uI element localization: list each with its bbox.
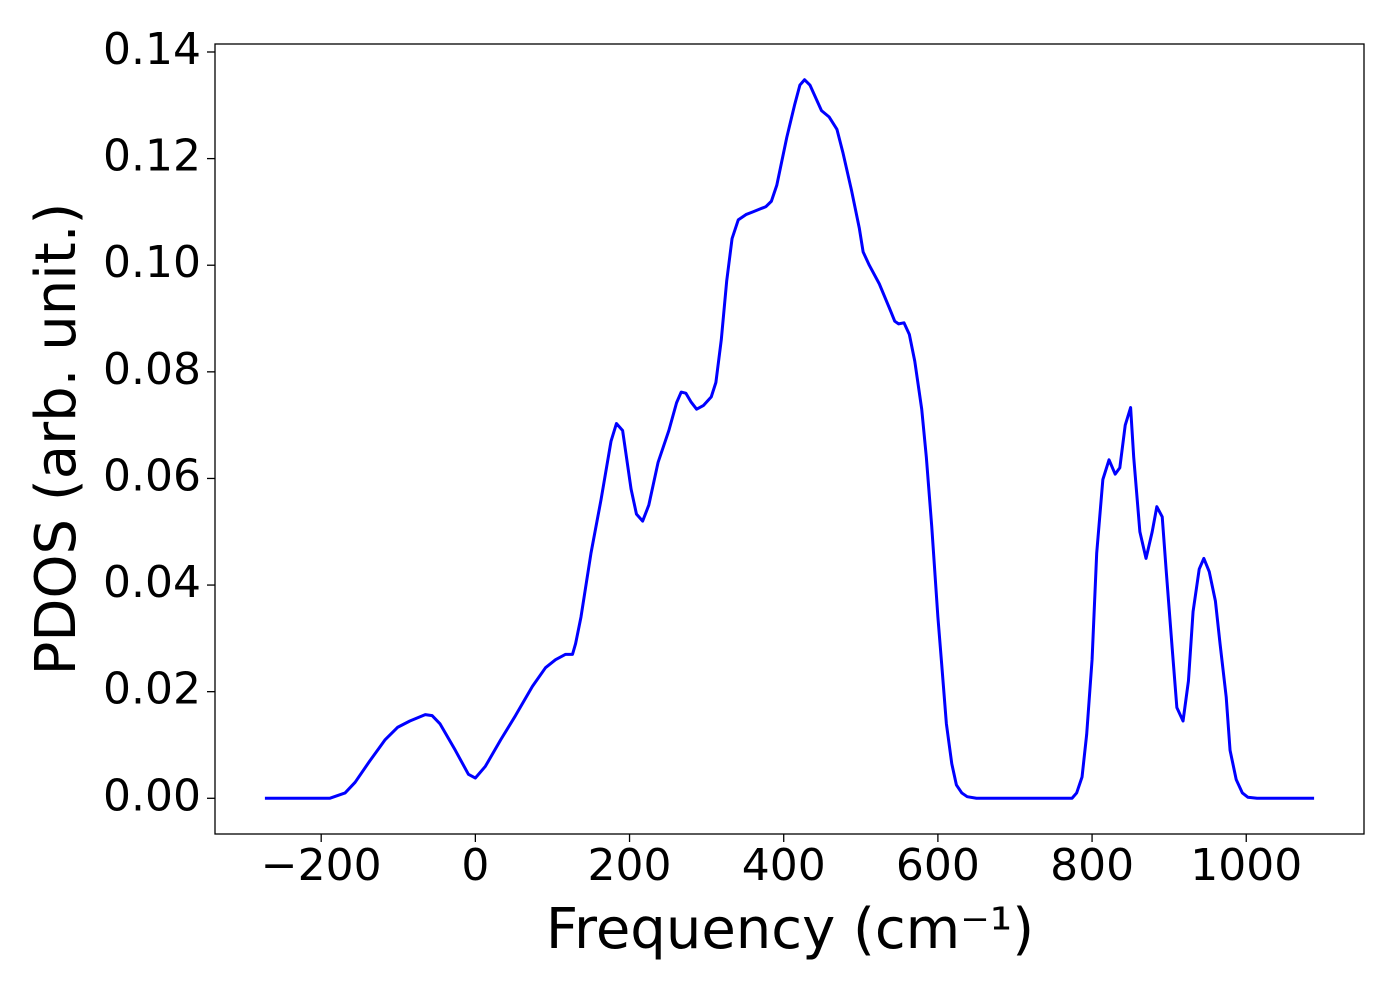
y-tick-label: 0.14 (103, 24, 201, 75)
x-tick-label: 0 (461, 840, 489, 891)
y-tick-label: 0.08 (103, 344, 201, 395)
y-tick-label: 0.04 (103, 557, 201, 608)
x-tick-label: 600 (896, 840, 980, 891)
y-tick-label: 0.10 (103, 237, 201, 288)
y-tick-label: 0.12 (103, 131, 201, 182)
x-axis-label: Frequency (cm⁻¹) (546, 897, 1034, 962)
x-tick-label: −200 (261, 840, 382, 891)
x-tick-label: 1000 (1190, 840, 1302, 891)
x-tick-label: 800 (1050, 840, 1134, 891)
line (264, 78, 1315, 800)
x-tick-label: 200 (588, 840, 672, 891)
y-tick-label: 0.02 (103, 664, 201, 715)
x-tick-label: 400 (742, 840, 826, 891)
y-tick-label: 0.06 (103, 450, 201, 501)
y-axis-label: PDOS (arb. unit.) (24, 203, 89, 676)
y-tick-label: 0.00 (103, 770, 201, 821)
plot-frame (214, 43, 1365, 835)
